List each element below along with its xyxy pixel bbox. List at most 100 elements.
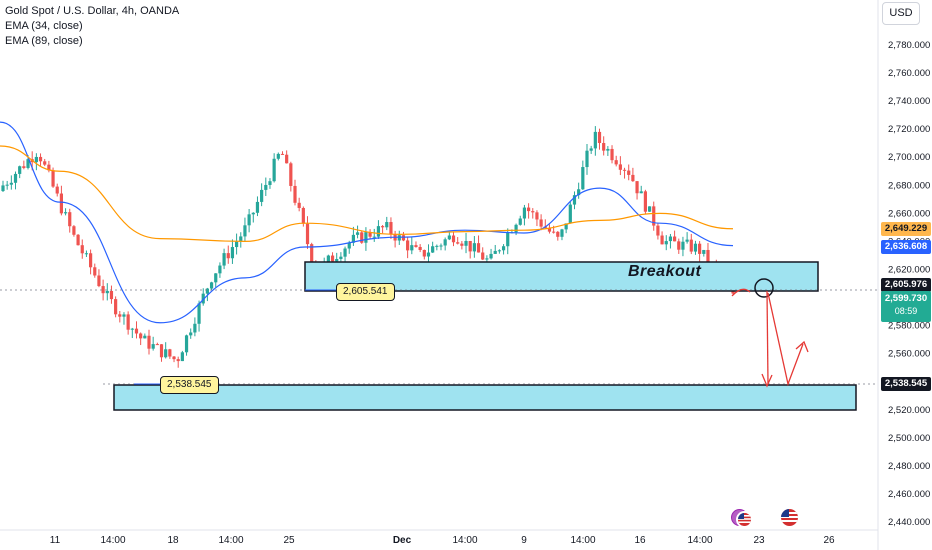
candle-body bbox=[18, 166, 22, 174]
candle-body bbox=[547, 227, 552, 232]
support-price-tag: 2,538.545 bbox=[881, 377, 931, 391]
candle-body bbox=[447, 235, 451, 240]
upper-zone-price-label[interactable]: 2,605.541 bbox=[336, 283, 395, 301]
price-tick-label: 2,560.000 bbox=[888, 349, 930, 360]
time-tick-label: Dec bbox=[393, 535, 412, 546]
candle-body bbox=[664, 241, 668, 245]
candle-body bbox=[38, 156, 43, 162]
candle-body bbox=[105, 290, 109, 294]
candle-body bbox=[622, 169, 627, 171]
candle-body bbox=[460, 243, 464, 246]
candle-body bbox=[585, 150, 589, 168]
candle-body bbox=[435, 245, 439, 247]
retest-circle[interactable] bbox=[754, 278, 774, 298]
candle-body bbox=[385, 222, 389, 228]
candle-body bbox=[184, 335, 189, 353]
candle-body bbox=[134, 328, 139, 334]
price-tick-label: 2,680.000 bbox=[888, 180, 930, 191]
candle-body bbox=[556, 231, 560, 237]
candle-body bbox=[272, 158, 276, 182]
price-tick-label: 2,480.000 bbox=[888, 461, 930, 472]
support-zone-price-label[interactable]: 2,538.545 bbox=[160, 376, 219, 394]
support-zone[interactable] bbox=[113, 384, 857, 411]
candle-body bbox=[414, 245, 418, 247]
ema-89-legend[interactable]: EMA (89, close) bbox=[5, 35, 83, 47]
candle-body bbox=[84, 253, 89, 255]
last-price-value: 2,599.730 bbox=[884, 293, 928, 304]
price-tick-label: 2,760.000 bbox=[888, 68, 930, 79]
candle-body bbox=[472, 243, 476, 252]
candlestick-series bbox=[1, 126, 735, 368]
candle-body bbox=[368, 232, 372, 237]
time-tick-label: 11 bbox=[50, 535, 61, 546]
candle-body bbox=[247, 214, 251, 226]
candle-body bbox=[610, 148, 614, 161]
candle-body bbox=[47, 164, 51, 171]
us-flag-icon[interactable] bbox=[781, 509, 798, 526]
candle-body bbox=[593, 131, 597, 149]
time-tick-label: 14:00 bbox=[218, 535, 243, 546]
candle-body bbox=[13, 173, 18, 183]
candle-body bbox=[193, 323, 197, 333]
candle-body bbox=[130, 328, 134, 330]
candle-body bbox=[251, 212, 255, 215]
candle-body bbox=[43, 161, 47, 165]
candle-body bbox=[201, 293, 205, 304]
candle-body bbox=[539, 219, 543, 227]
candle-body bbox=[397, 235, 401, 241]
candle-body bbox=[226, 253, 230, 259]
candle-body bbox=[702, 249, 706, 254]
candle-body bbox=[527, 207, 531, 212]
candle-body bbox=[205, 288, 209, 294]
candle-body bbox=[159, 344, 164, 358]
candle-body bbox=[235, 241, 239, 248]
ema-34-legend[interactable]: EMA (34, close) bbox=[5, 20, 83, 32]
candle-body bbox=[118, 314, 122, 317]
candle-body bbox=[572, 195, 577, 205]
candle-body bbox=[389, 222, 393, 235]
chart-legend: Gold Spot / U.S. Dollar, 4h, OANDA EMA (… bbox=[5, 4, 179, 49]
candle-body bbox=[518, 218, 522, 225]
candle-body bbox=[276, 153, 280, 159]
candle-body bbox=[122, 314, 126, 317]
time-axis: 11 14:00 18 14:00 25 Dec 14:00 9 14:00 16 14:00 23 2… bbox=[50, 535, 835, 546]
price-tick-label: 2,740.000 bbox=[888, 96, 930, 107]
candle-body bbox=[301, 207, 305, 224]
price-tick-label: 2,580.000 bbox=[888, 321, 930, 332]
time-tick-label: 14:00 bbox=[452, 535, 477, 546]
us-flag-icon[interactable] bbox=[736, 511, 753, 528]
candle-body bbox=[264, 184, 268, 190]
symbol-title[interactable]: Gold Spot / U.S. Dollar, 4h, OANDA bbox=[5, 5, 180, 17]
candle-body bbox=[589, 148, 593, 151]
candle-body bbox=[602, 143, 606, 151]
ema-89-line bbox=[0, 145, 734, 243]
candle-body bbox=[426, 252, 431, 257]
candle-body bbox=[243, 225, 247, 237]
price-tick-label: 2,440.000 bbox=[888, 517, 930, 528]
candle-body bbox=[360, 232, 364, 243]
currency-button[interactable]: USD bbox=[882, 2, 920, 25]
candle-body bbox=[164, 349, 168, 358]
candle-body bbox=[693, 243, 698, 252]
upper-zone[interactable] bbox=[304, 261, 819, 292]
candle-body bbox=[63, 212, 68, 214]
candle-body bbox=[372, 236, 376, 238]
candle-body bbox=[305, 223, 310, 245]
ema-34-price-tag: 2,636.608 bbox=[881, 240, 931, 254]
candle-body bbox=[698, 243, 702, 254]
candle-body bbox=[22, 166, 26, 168]
breakout-text[interactable]: Breakout bbox=[628, 263, 702, 280]
candle-body bbox=[535, 212, 539, 220]
candle-body bbox=[280, 153, 285, 155]
price-tick-label: 2,720.000 bbox=[888, 124, 930, 135]
candle-body bbox=[381, 226, 385, 228]
candle-body bbox=[706, 249, 710, 265]
candle-body bbox=[568, 204, 572, 224]
candle-body bbox=[114, 299, 118, 315]
candle-body bbox=[168, 349, 172, 357]
price-tick-label: 2,460.000 bbox=[888, 489, 930, 500]
candle-body bbox=[155, 344, 159, 346]
candle-body bbox=[531, 211, 535, 213]
candle-body bbox=[147, 335, 151, 349]
